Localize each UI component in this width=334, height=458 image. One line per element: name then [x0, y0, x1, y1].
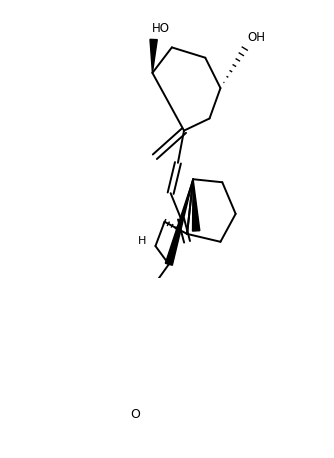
Polygon shape [165, 179, 193, 265]
Text: H: H [138, 236, 146, 246]
Polygon shape [150, 39, 157, 73]
Text: HO: HO [152, 22, 170, 35]
Text: OH: OH [248, 31, 266, 44]
Text: O: O [131, 409, 140, 421]
Polygon shape [192, 179, 200, 231]
